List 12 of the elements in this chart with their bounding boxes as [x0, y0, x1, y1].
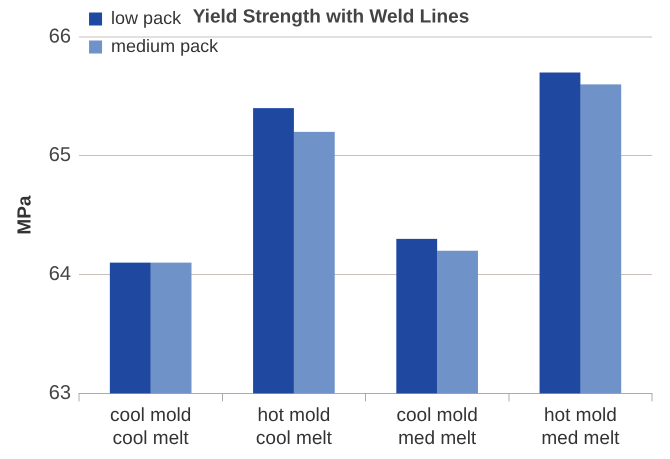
y-tick-label: 66 — [48, 25, 72, 48]
x-tick-label: hot mold cool melt — [256, 405, 333, 449]
chart-title: Yield Strength with Weld Lines — [192, 6, 470, 28]
y-tick-label: 65 — [48, 144, 72, 166]
legend-label: medium pack — [111, 36, 220, 56]
y-tick-label: 63 — [48, 382, 72, 404]
legend-label: low pack — [111, 8, 182, 28]
y-axis-title: MPa — [14, 195, 36, 235]
y-tick-label: 64 — [48, 263, 72, 286]
x-tick-label: hot mold med melt — [541, 405, 620, 449]
x-tick-label: cool mold cool melt — [110, 405, 192, 449]
x-tick-label: cool mold med melt — [396, 405, 478, 449]
